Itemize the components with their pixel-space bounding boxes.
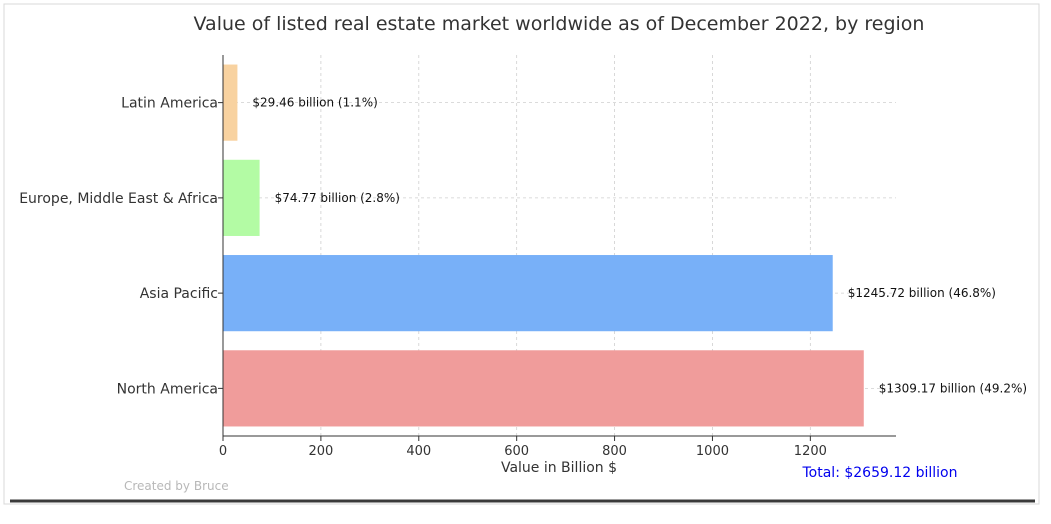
bars-group [223, 64, 864, 427]
credit-label: Created by Bruce [124, 479, 229, 493]
data-label-2: $74.77 billion (2.8%) [275, 191, 400, 205]
x-tick-label-600: 600 [504, 444, 529, 459]
bar-north-america [223, 350, 864, 427]
chart-title: Value of listed real estate market world… [194, 13, 925, 35]
bar-europe-middle-east-africa [223, 159, 260, 236]
bar-asia-pacific [223, 255, 833, 332]
category-label-3: Latin America [121, 96, 218, 112]
category-labels-group: North America Asia Pacific Europe, Middle … [19, 96, 218, 398]
data-labels-group: $1309.17 billion (49.2%) $1245.72 billion… [252, 96, 1027, 396]
x-tick-label-0: 0 [219, 444, 227, 459]
x-axis-label: Value in Billion $ [501, 460, 617, 476]
data-label-3: $29.46 billion (1.1%) [252, 96, 377, 110]
bar-latin-america [223, 64, 238, 141]
x-tick-label-400: 400 [406, 444, 431, 459]
category-label-0: North America [117, 381, 218, 397]
data-label-0: $1309.17 billion (49.2%) [879, 381, 1027, 395]
x-tick-label-800: 800 [602, 444, 627, 459]
x-tick-label-1200: 1200 [794, 444, 827, 459]
data-label-1: $1245.72 billion (46.8%) [848, 286, 996, 300]
category-label-2: Europe, Middle East & Africa [19, 191, 218, 207]
total-label: Total: $2659.12 billion [802, 465, 958, 481]
chart-border [3, 3, 1040, 505]
x-tick-label-200: 200 [308, 444, 333, 459]
x-ticks-group: 0 200 400 600 800 1000 1200 [218, 102, 827, 459]
x-tick-label-1000: 1000 [696, 444, 729, 459]
category-label-1: Asia Pacific [140, 286, 218, 302]
